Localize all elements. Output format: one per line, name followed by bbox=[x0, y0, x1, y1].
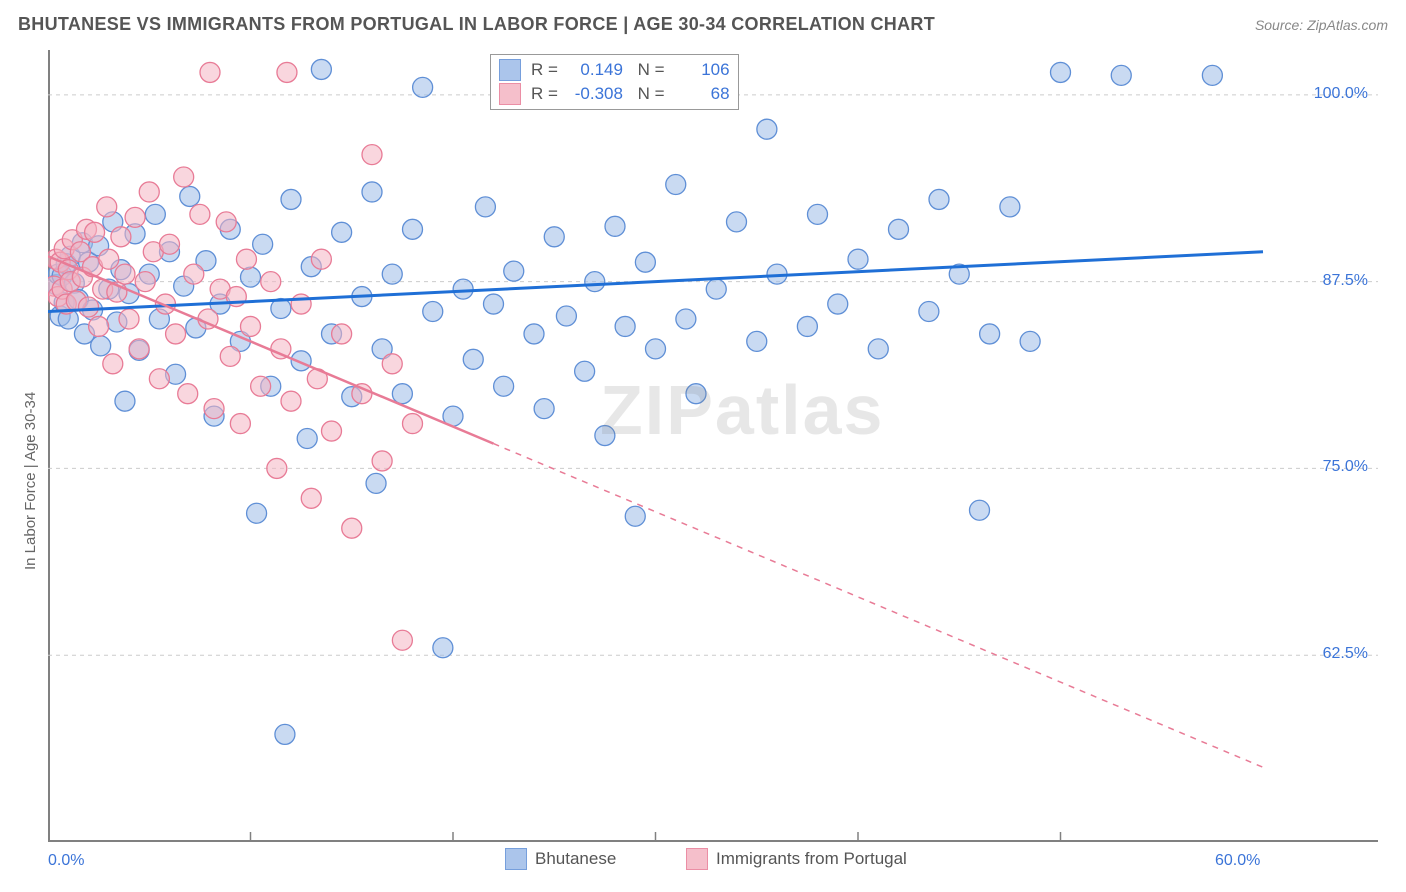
y-tick-label: 75.0% bbox=[1308, 458, 1368, 476]
legend-swatch bbox=[686, 848, 708, 870]
legend-swatch bbox=[499, 59, 521, 81]
source-label: Source: ZipAtlas.com bbox=[1255, 17, 1388, 33]
chart-container: BHUTANESE VS IMMIGRANTS FROM PORTUGAL IN… bbox=[0, 0, 1406, 892]
stats-row: R = 0.149 N = 106 bbox=[499, 58, 730, 82]
x-tick-label: 0.0% bbox=[48, 852, 84, 870]
legend-label: Immigrants from Portugal bbox=[716, 849, 907, 869]
y-tick-label: 87.5% bbox=[1308, 272, 1368, 290]
legend-swatch bbox=[505, 848, 527, 870]
bottom-legend-item: Immigrants from Portugal bbox=[686, 848, 907, 870]
stats-r-label: R = bbox=[531, 84, 558, 104]
bottom-legend-item: Bhutanese bbox=[505, 848, 616, 870]
stats-r-label: R = bbox=[531, 60, 558, 80]
plot-svg bbox=[48, 50, 1378, 842]
legend-swatch bbox=[499, 83, 521, 105]
y-tick-label: 100.0% bbox=[1308, 85, 1368, 103]
y-axis-label: In Labor Force | Age 30-34 bbox=[22, 392, 39, 570]
chart-title: BHUTANESE VS IMMIGRANTS FROM PORTUGAL IN… bbox=[18, 14, 935, 35]
stats-row: R = -0.308 N = 68 bbox=[499, 82, 730, 106]
x-tick-label: 60.0% bbox=[1215, 852, 1260, 870]
title-bar: BHUTANESE VS IMMIGRANTS FROM PORTUGAL IN… bbox=[18, 14, 1388, 35]
stats-n-label: N = bbox=[633, 84, 665, 104]
stats-r-value: -0.308 bbox=[568, 84, 623, 104]
stats-n-value: 68 bbox=[675, 84, 730, 104]
stats-legend-box: R = 0.149 N = 106 R = -0.308 N = 68 bbox=[490, 54, 739, 110]
stats-n-label: N = bbox=[633, 60, 665, 80]
stats-n-value: 106 bbox=[675, 60, 730, 80]
legend-label: Bhutanese bbox=[535, 849, 616, 869]
y-tick-label: 62.5% bbox=[1308, 645, 1368, 663]
stats-r-value: 0.149 bbox=[568, 60, 623, 80]
